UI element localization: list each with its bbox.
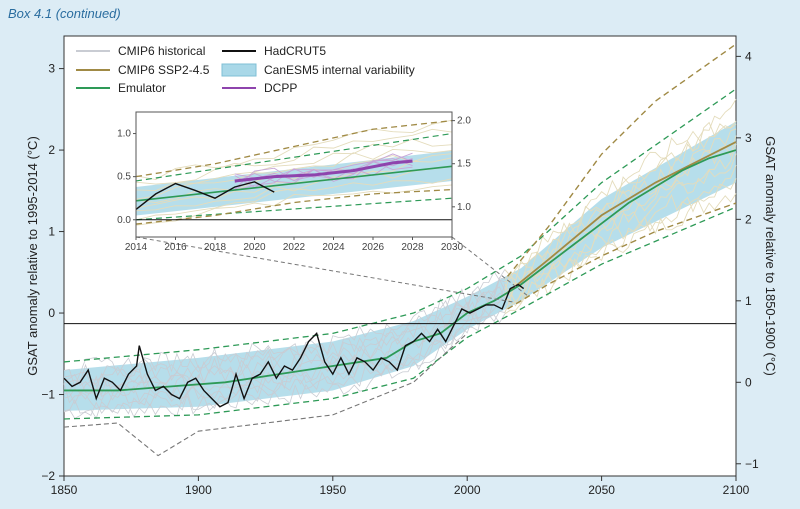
y-right-tick-label: −1	[745, 457, 759, 471]
cmip6-ssp-member-line	[504, 99, 737, 283]
legend-label: CMIP6 SSP2-4.5	[118, 63, 210, 77]
inset-connector-left	[135, 236, 514, 303]
inset-ssp-member-line	[135, 166, 453, 212]
y-left-tick-label: −2	[41, 469, 55, 483]
cmip6-ssp-member-line	[504, 153, 737, 306]
legend-label: CanESM5 internal variability	[264, 63, 415, 77]
inset-x-tick-label: 2014	[125, 242, 148, 253]
y-left-tick-label: 2	[48, 143, 55, 157]
legend-item-hadcrut5: HadCRUT5	[222, 44, 326, 58]
plot-area	[63, 35, 737, 477]
cmip6-historical-member-line	[63, 268, 511, 384]
inset-x-tick-label: 2022	[283, 242, 306, 253]
x-tick-label: 1850	[51, 483, 78, 497]
series-lines	[63, 43, 737, 457]
legend-label: CMIP6 historical	[118, 44, 205, 58]
box-label: Box 4.1 (continued)	[8, 6, 121, 21]
inset-x-tick-label: 2018	[204, 242, 227, 253]
legend-label: DCPP	[264, 81, 297, 95]
y-left-tick-label: 1	[48, 225, 55, 239]
inset-y-right-tick-label: 1.5	[457, 159, 471, 170]
inset-hadcrut5-line	[135, 181, 275, 210]
legend-item-emulator: Emulator	[76, 81, 166, 95]
inset-y-left-tick-label: 1.0	[117, 129, 131, 140]
inset-y-right-tick-label: 2.0	[457, 116, 471, 127]
cmip6-ssp-member-line	[504, 123, 737, 282]
inset-dcpp-mean-line	[234, 159, 413, 183]
inset-y-left-tick-label: 0.0	[117, 215, 131, 226]
inset-ssp-upper-dashed	[135, 119, 453, 178]
cmip6-ssp-mean-line	[506, 141, 737, 294]
x-tick-label: 2100	[723, 483, 750, 497]
x-tick-label: 1900	[185, 483, 212, 497]
x-tick-label: 2000	[454, 483, 481, 497]
cmip6-ssp-lower-dashed	[507, 202, 737, 310]
inset-x-tick-label: 2020	[243, 242, 266, 253]
cmip6-historical-lower-dashed	[63, 333, 468, 457]
cmip6-ssp-member-line	[504, 143, 737, 301]
x-tick-label: 2050	[588, 483, 615, 497]
inset-emulator-mean-line	[135, 165, 453, 202]
y-left-tick-label: 3	[48, 62, 55, 76]
y-axis-title-left: GSAT anomaly relative to 1995-2014 (°C)	[25, 136, 40, 376]
inset-frame-border	[135, 111, 453, 238]
legend-label: HadCRUT5	[264, 44, 326, 58]
legend-item-dcpp: DCPP	[222, 81, 297, 95]
cmip6-historical-member-line	[63, 292, 511, 403]
y-right-tick-label: 0	[745, 375, 752, 389]
cmip6-ssp-member-line	[504, 120, 737, 282]
emulator-upper-dashed	[63, 88, 737, 363]
emulator-mean-line	[64, 149, 737, 392]
inset-connector-right	[451, 236, 529, 297]
inset-x-tick-label: 2026	[362, 242, 385, 253]
inset-ssp-member-line	[135, 157, 453, 209]
axes: 1850 1900 1950 2000 2050 2100 −2 −1 0 1 2 3 −1 0 1 2 3 4	[41, 49, 759, 497]
inset-ssp-member-line	[135, 128, 453, 185]
inset-ssp-member-line	[135, 153, 453, 204]
inset-ssp-member-line	[135, 138, 453, 192]
y-left-tick-label: −1	[41, 388, 55, 402]
inset-chart: 2014 2016 2018 2020 2022 2024 2026 2028 2030 0.0 0…	[117, 111, 471, 253]
cmip6-historical-member-line	[63, 270, 511, 378]
cmip6-ssp-member-line	[504, 128, 737, 291]
inset-emulator-lower-dashed	[135, 197, 453, 221]
legend-item-cmip6-historical: CMIP6 historical	[76, 44, 205, 58]
legend-item-canesm5: CanESM5 internal variability	[221, 63, 415, 77]
inset-x-tick-label: 2028	[401, 242, 424, 253]
legend-label: Emulator	[118, 81, 166, 95]
hadcrut5-line	[63, 283, 525, 408]
inset-dcpp-member-line	[234, 152, 413, 190]
inset-emulator-upper-dashed	[135, 132, 453, 182]
y-right-tick-label: 1	[745, 294, 752, 308]
cmip6-ssp-member-line	[504, 178, 737, 313]
y-right-tick-label: 3	[745, 131, 752, 145]
inset-ssp-member-line	[135, 178, 453, 221]
inset-x-tick-label: 2016	[164, 242, 187, 253]
y-right-tick-label: 2	[745, 212, 752, 226]
inset-y-right-tick-label: 1.0	[457, 202, 471, 213]
inset-ssp-lower-dashed	[135, 188, 453, 225]
cmip6-historical-member-line	[63, 299, 511, 416]
legend-item-cmip6-ssp245: CMIP6 SSP2-4.5	[76, 63, 210, 77]
cmip6-historical-member-line	[63, 309, 511, 420]
inset-y-left-tick-label: 0.5	[117, 172, 131, 183]
y-right-tick-label: 4	[745, 49, 752, 63]
y-left-tick-label: 0	[48, 306, 55, 320]
inset-ssp-member-line	[135, 119, 453, 181]
legend: CMIP6 historical CMIP6 SSP2-4.5 Emulator…	[76, 44, 415, 95]
inset-x-tick-label: 2030	[441, 242, 464, 253]
y-axis-title-right: GSAT anomaly relative to 1850-1900 (°C)	[763, 136, 778, 376]
inset-x-tick-label: 2024	[322, 242, 345, 253]
cmip6-ssp-upper-dashed	[506, 43, 737, 277]
x-tick-label: 1950	[319, 483, 346, 497]
